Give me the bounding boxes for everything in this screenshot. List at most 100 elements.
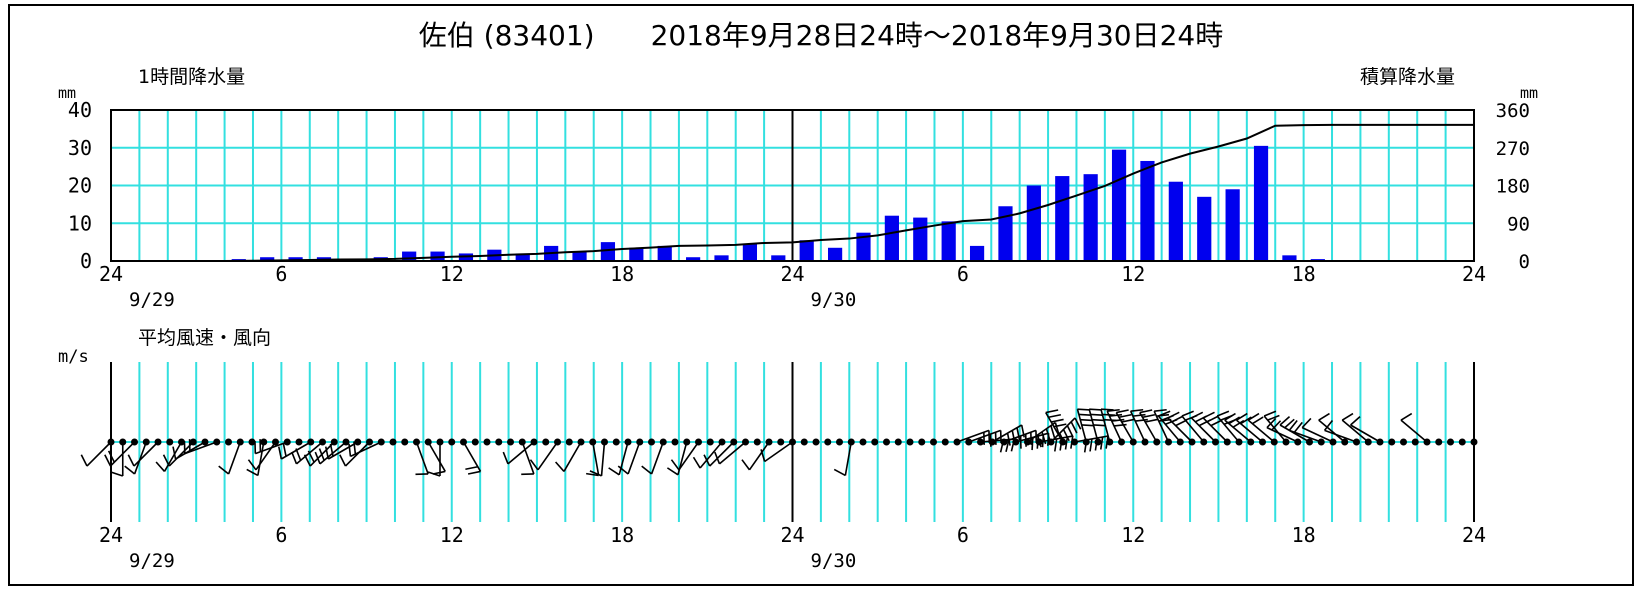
wind-barb-feather bbox=[1118, 413, 1132, 419]
wind-barb-feather bbox=[1130, 408, 1144, 412]
chart-frame bbox=[8, 4, 1634, 586]
wind-barb-feather bbox=[155, 461, 166, 472]
wind-x-tick-label: 24 bbox=[99, 523, 123, 547]
precip-bar bbox=[402, 251, 417, 261]
wind-barb-shaft bbox=[1190, 417, 1217, 443]
wind-barbs bbox=[80, 408, 1478, 477]
wind-obs-dot bbox=[836, 438, 843, 446]
wind-barb-feather bbox=[247, 459, 257, 471]
wind-x-tick-label: 18 bbox=[610, 523, 634, 547]
wind-barb-shaft bbox=[650, 441, 665, 475]
wind-obs-dot bbox=[859, 438, 867, 446]
wind-barb-feather bbox=[291, 451, 298, 465]
wind-date-label: 9/29 bbox=[129, 550, 175, 572]
y-tick-label: 10 bbox=[68, 211, 92, 235]
precip-bar bbox=[1140, 160, 1155, 261]
wind-barb-shaft bbox=[563, 441, 582, 472]
wind-obs-dot bbox=[812, 438, 820, 446]
precip-bar bbox=[1083, 174, 1098, 261]
wind-obs-dot bbox=[448, 438, 456, 446]
wind-obs-dot bbox=[1411, 438, 1419, 446]
wind-barb-feather bbox=[277, 446, 283, 460]
wind-barb-shaft bbox=[133, 441, 148, 475]
chart-title: 佐伯 (83401) 2018年9月28日24時〜2018年9月30日24時 bbox=[419, 19, 1223, 52]
wind-barb-feather bbox=[282, 443, 287, 457]
wind-barb-feather bbox=[1139, 409, 1153, 414]
wind-barb-feather bbox=[1045, 428, 1051, 442]
wind-barb-feather bbox=[833, 468, 846, 477]
wind-barb-feather bbox=[1053, 423, 1067, 428]
y2-tick-label: 0 bbox=[1519, 251, 1530, 273]
wind-barb-shaft bbox=[462, 441, 482, 472]
wind-barb-shaft bbox=[627, 441, 641, 475]
wind-barb-feather bbox=[1066, 425, 1074, 438]
x-tick-label: 12 bbox=[1121, 262, 1145, 286]
wind-barb-feather bbox=[1206, 415, 1219, 423]
wind-barb-feather bbox=[172, 446, 177, 460]
x-tick-label: 24 bbox=[1462, 262, 1486, 286]
wind-barb-shaft bbox=[415, 441, 429, 475]
wind-barb-feather bbox=[1263, 410, 1277, 417]
precip-bar bbox=[572, 251, 587, 261]
wind-barb-shaft bbox=[591, 441, 600, 476]
wind-obs-dot bbox=[1447, 438, 1454, 446]
wind-barb-feather bbox=[714, 451, 721, 465]
wind-obs-dot bbox=[753, 438, 761, 446]
wind-barb-shaft bbox=[1202, 417, 1228, 443]
precip-bar bbox=[260, 257, 275, 261]
wind-barb-feather bbox=[703, 454, 711, 467]
wind-barb-feather bbox=[1236, 412, 1248, 421]
wind-obs-dot bbox=[248, 438, 256, 446]
wind-barb-feather bbox=[1054, 422, 1060, 435]
wind-barb-feather bbox=[1279, 416, 1291, 426]
y2-tick-label: 180 bbox=[1496, 176, 1530, 198]
wind-obs-dot bbox=[507, 438, 514, 446]
wind-barb-feather bbox=[1113, 423, 1127, 427]
wind-barb-shaft bbox=[537, 441, 559, 471]
wind-barb-feather bbox=[1293, 421, 1303, 433]
wind-x-tick-label: 12 bbox=[440, 523, 464, 547]
wind-obs-dot bbox=[542, 438, 550, 446]
wind-barb-feather bbox=[80, 454, 88, 467]
wind-barb-feather bbox=[670, 459, 680, 471]
precip-bar bbox=[1168, 181, 1183, 261]
wind-barb-feather bbox=[339, 454, 347, 467]
wind-barb-feather bbox=[465, 465, 478, 471]
wind-barb-shaft bbox=[1318, 419, 1346, 443]
y2-tick-label: 270 bbox=[1496, 138, 1530, 160]
wind-barb-feather bbox=[1093, 424, 1107, 427]
precip-bar bbox=[430, 251, 445, 261]
precip-bar bbox=[1282, 255, 1297, 261]
wind-barb-feather bbox=[1031, 437, 1034, 451]
wind-barb-shaft bbox=[748, 441, 770, 471]
wind-barb-feather bbox=[1077, 408, 1091, 411]
wind-barb-feather bbox=[1224, 412, 1236, 421]
wind-barb-shaft bbox=[699, 441, 723, 469]
wind-barb-feather bbox=[1171, 415, 1184, 423]
precip-bar bbox=[686, 257, 701, 261]
wind-barb-feather bbox=[1041, 431, 1047, 445]
wind-obs-dot bbox=[1388, 438, 1396, 446]
wind-barb-feather bbox=[162, 454, 170, 467]
wind-barb-feather bbox=[1078, 413, 1092, 416]
wind-barb-feather bbox=[1074, 417, 1082, 430]
wind-obs-dot bbox=[565, 438, 573, 446]
wind-obs-dot bbox=[401, 438, 409, 446]
wind-barb-feather bbox=[1089, 438, 1093, 452]
wind-barb-feather bbox=[555, 461, 565, 472]
wind-barb-feather bbox=[1099, 436, 1104, 450]
wind-obs-dot bbox=[295, 438, 303, 446]
wind-barb-shaft bbox=[227, 441, 242, 475]
cumulative-line bbox=[139, 123, 1474, 262]
wind-x-tick-label: 24 bbox=[780, 523, 804, 547]
wind-barb-feather bbox=[1350, 416, 1361, 426]
right-unit-label: mm bbox=[1520, 84, 1538, 102]
wind-barb-feather bbox=[1284, 418, 1295, 429]
wind-barb-feather bbox=[617, 465, 629, 475]
wind-barb-feather bbox=[586, 472, 599, 477]
wind-barb-feather bbox=[1154, 408, 1167, 412]
wind-obs-dot bbox=[894, 438, 902, 446]
wind-obs-dot bbox=[777, 438, 785, 446]
precip-bar bbox=[799, 240, 814, 261]
wind-barb-feather bbox=[353, 441, 357, 455]
